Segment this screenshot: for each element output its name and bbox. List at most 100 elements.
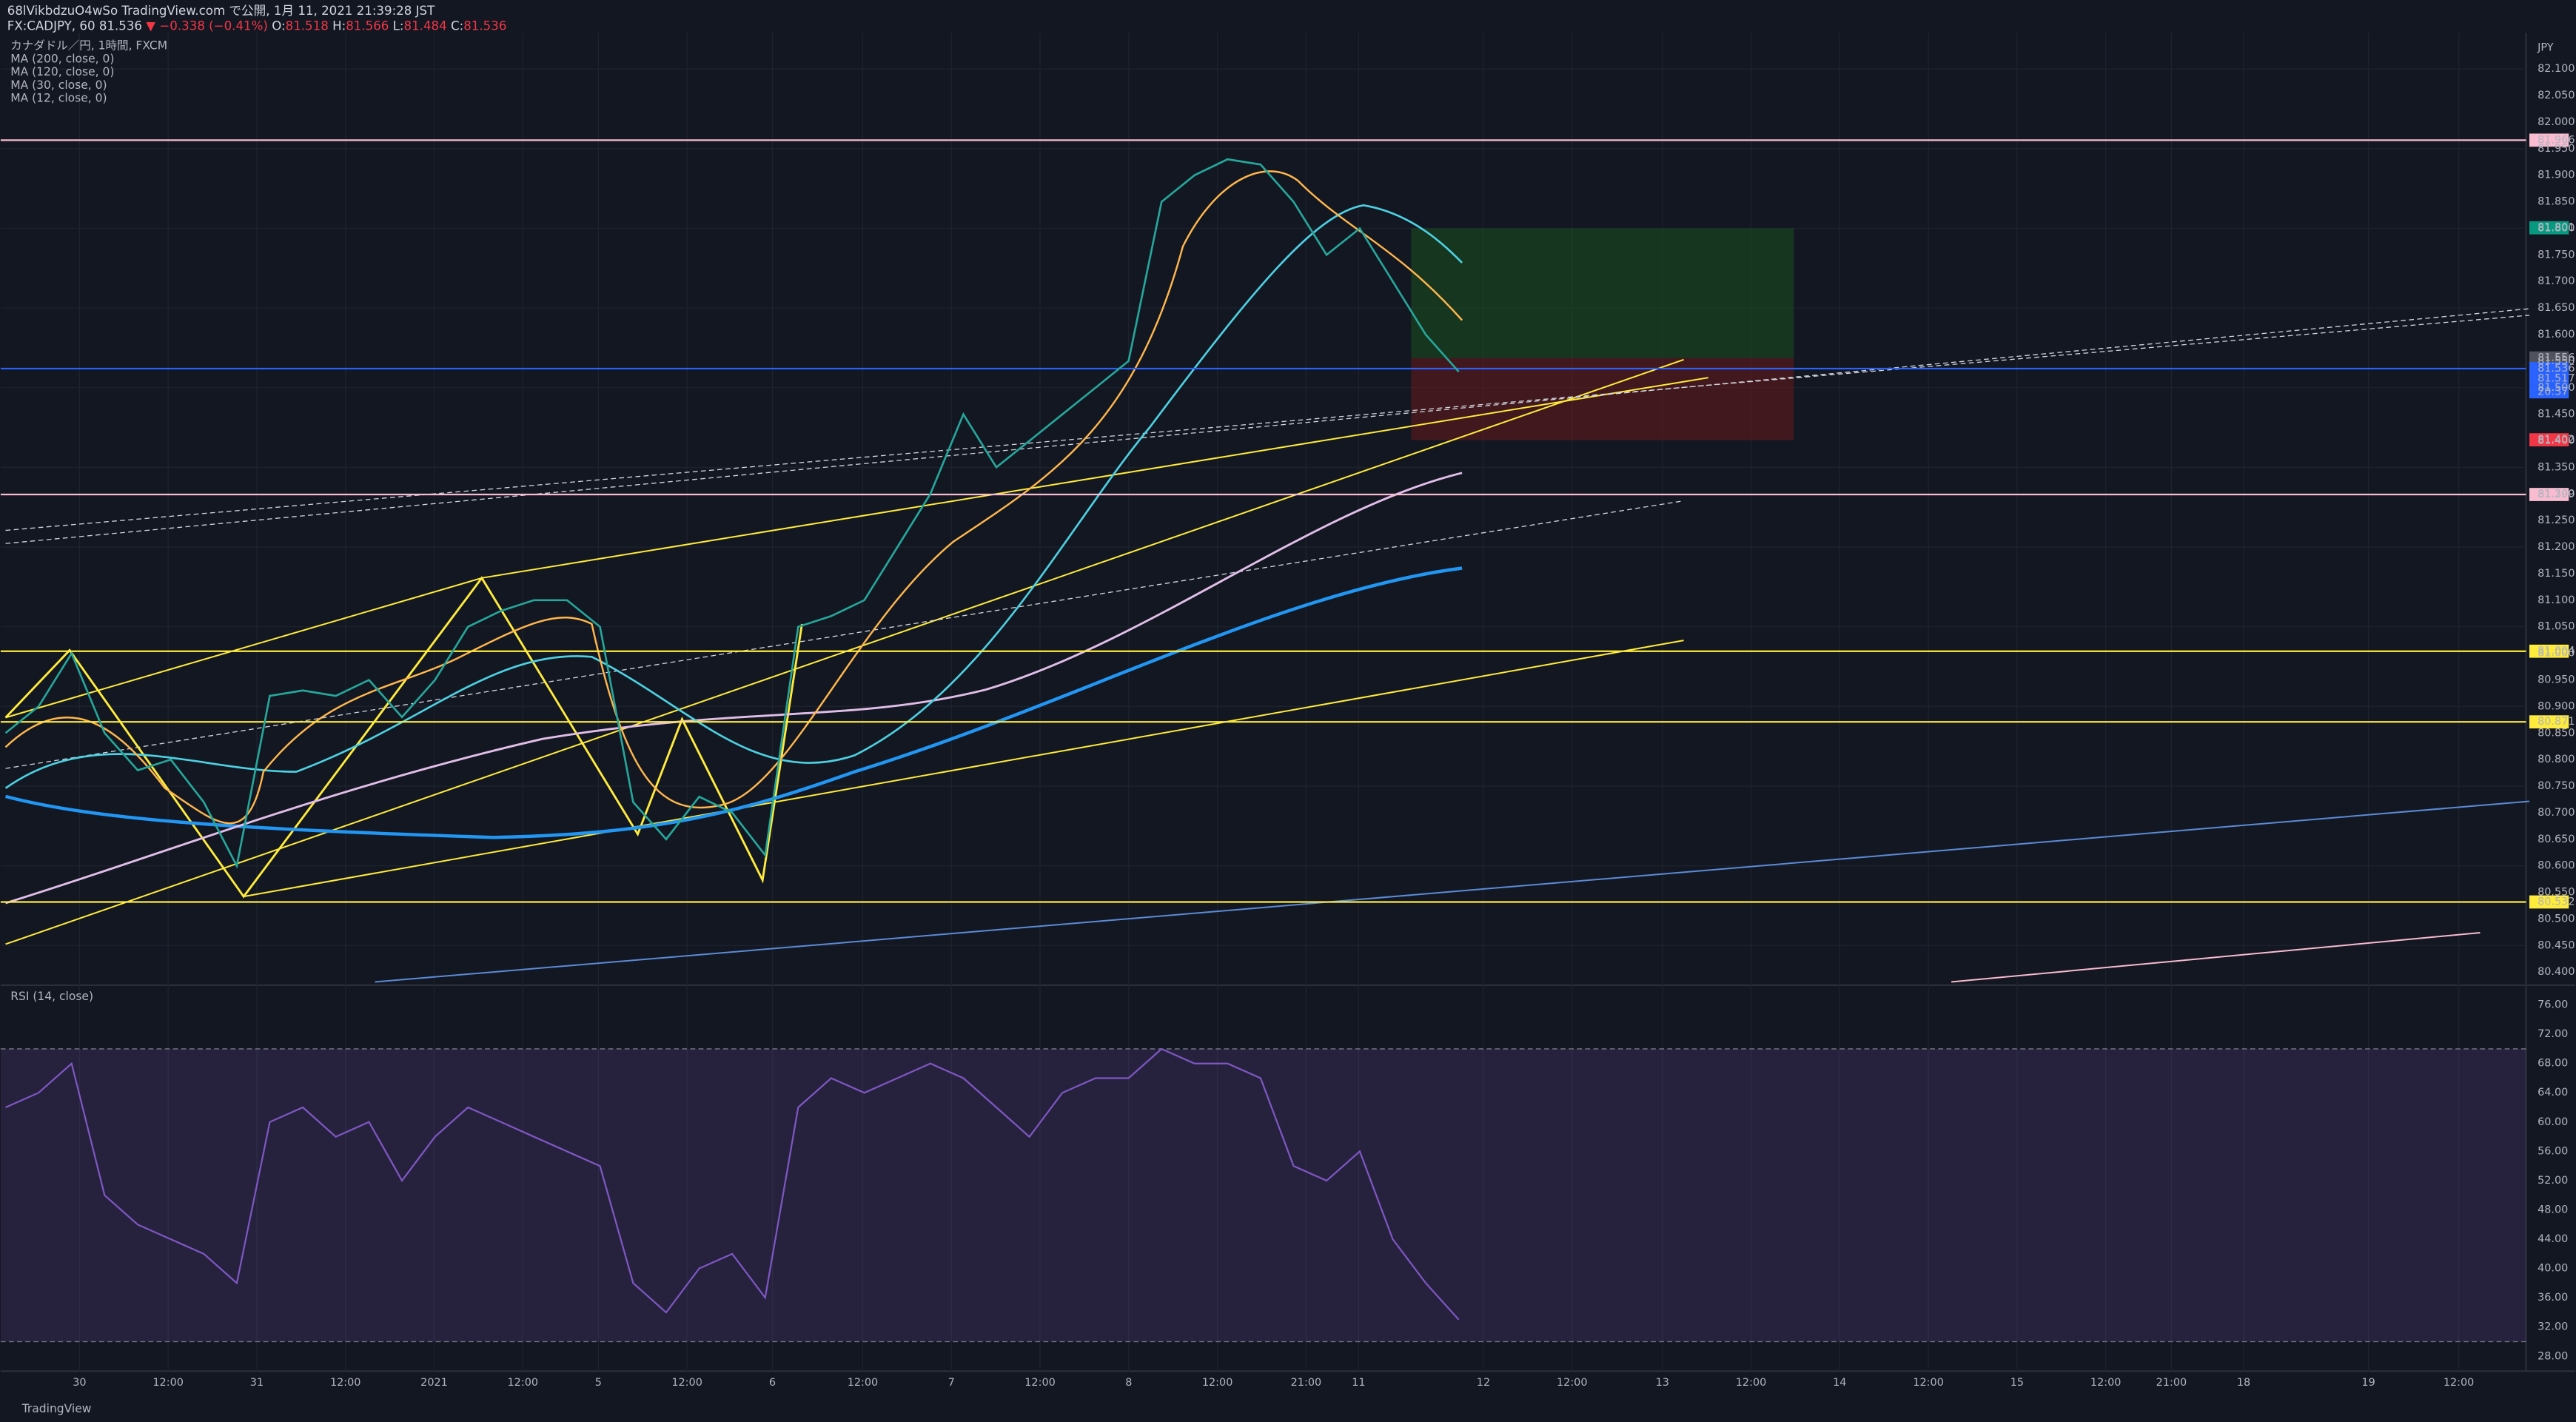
y-tick-label: 80.450 — [2538, 939, 2575, 951]
trend-line — [375, 800, 2530, 983]
ma-120 — [5, 472, 1463, 905]
y-tick-label: 80.650 — [2538, 834, 2575, 845]
price-tag-label: 81.966 — [2538, 134, 2575, 146]
x-tick-label: 8 — [1125, 1377, 1132, 1389]
price-tag-label: 81.299 — [2538, 489, 2575, 500]
price-tag — [2529, 372, 2569, 386]
y-tick-label: 81.400 — [2538, 435, 2575, 447]
y-tick-label: 80.500 — [2538, 913, 2575, 925]
x-tick-label: 12:00 — [2443, 1377, 2475, 1389]
price-tag-label: 81.004 — [2538, 645, 2575, 657]
brand[interactable]: TradingView — [21, 1402, 92, 1415]
x-tick-label: 12:00 — [2090, 1377, 2121, 1389]
y-tick-label: 81.050 — [2538, 621, 2575, 633]
price-tag — [2529, 895, 2569, 909]
countdown: 20:37 — [2538, 386, 2569, 398]
x-tick-label: 31 — [250, 1377, 264, 1389]
x-tick-label: 12:00 — [330, 1377, 361, 1389]
y-tick-label: 80.950 — [2538, 674, 2575, 685]
price-tag — [2529, 715, 2569, 729]
ohlc-o-key: O: — [272, 19, 285, 33]
last-price: 81.536 — [99, 19, 142, 33]
price-line — [4, 158, 1460, 869]
y-tick-label: 80.550 — [2538, 887, 2575, 899]
y-tick-label: 80.800 — [2538, 754, 2575, 765]
ohlc-l-key: L: — [393, 19, 404, 33]
ohlc-c-key: C: — [451, 19, 463, 33]
ohlc-h-key: H: — [332, 19, 346, 33]
y-tick-label: 82.100 — [2538, 63, 2575, 75]
dashed-channel — [5, 500, 1684, 769]
ohlc-o: 81.518 — [286, 19, 329, 33]
ohlc-l: 81.484 — [404, 19, 447, 33]
price-tag-label: 81.402 — [2538, 434, 2575, 446]
x-tick-label: 18 — [2237, 1377, 2250, 1389]
trend-line — [244, 640, 1684, 898]
countdown-tag — [2529, 385, 2569, 399]
y-tick-label: 81.100 — [2538, 594, 2575, 606]
labels: 68lVikbdzuO4wSo TradingView.com で公開, 1月 … — [7, 4, 2575, 1415]
price-marks — [0, 133, 2569, 1343]
price-tag-label: 80.871 — [2538, 716, 2575, 728]
price-tag — [2529, 488, 2569, 501]
y-tick-label: 81.350 — [2538, 461, 2575, 473]
price-tag-label: 81.556 — [2538, 352, 2575, 364]
rsi-band — [0, 1048, 2526, 1342]
price-tag-label: 81.801 — [2538, 222, 2575, 234]
zigzag-pattern — [4, 576, 803, 899]
x-tick-label: 12:00 — [1024, 1377, 1056, 1389]
y-tick-label: 80.600 — [2538, 860, 2575, 872]
y-tick-label: 81.250 — [2538, 514, 2575, 526]
y-tick-label: 81.150 — [2538, 568, 2575, 580]
x-tick-label: 7 — [948, 1377, 955, 1389]
price-tag-label: 81.517 — [2538, 373, 2575, 385]
x-tick-label: 13 — [1656, 1377, 1669, 1389]
x-tick-label: 12:00 — [1913, 1377, 1944, 1389]
x-tick-label: 12:00 — [848, 1377, 879, 1389]
x-tick-label: 19 — [2361, 1377, 2375, 1389]
legend-ma: MA (30, close, 0) — [10, 78, 107, 92]
rsi-tick-label: 28.00 — [2538, 1350, 2568, 1362]
x-tick-label: 12:00 — [1202, 1377, 1233, 1389]
y-tick-label: 82.050 — [2538, 90, 2575, 101]
x-tick-label: 11 — [1352, 1377, 1365, 1389]
y-tick-label: 81.000 — [2538, 648, 2575, 660]
y-tick-label: 81.950 — [2538, 143, 2575, 155]
profit-zone — [1411, 228, 1794, 358]
symbol-line: FX:CADJPY, 60 81.536 ▼ −0.338 (−0.41%) O… — [7, 19, 507, 33]
rsi-tick-label: 68.00 — [2538, 1058, 2568, 1070]
x-tick-label: 12 — [1477, 1377, 1490, 1389]
rsi-title: RSI (14, close) — [10, 990, 93, 1003]
rsi-tick-label: 40.00 — [2538, 1263, 2568, 1275]
x-tick-label: 12:00 — [671, 1377, 702, 1389]
y-tick-label: 81.850 — [2538, 196, 2575, 208]
ohlc-c: 81.536 — [463, 19, 506, 33]
x-tick-label: 21:00 — [1291, 1377, 1322, 1389]
price-tag-label: 80.532 — [2538, 896, 2575, 908]
y-tick-label: 80.700 — [2538, 807, 2575, 819]
price-tag — [2529, 433, 2569, 446]
x-tick-label: 6 — [769, 1377, 776, 1389]
y-tick-label: 80.750 — [2538, 780, 2575, 792]
axis-unit: JPY — [2537, 41, 2554, 53]
rsi-tick-label: 64.00 — [2538, 1087, 2568, 1099]
publish-info: 68lVikbdzuO4wSo TradingView.com で公開, 1月 … — [7, 4, 435, 18]
rsi-tick-label: 60.00 — [2538, 1116, 2568, 1128]
ohlc-h: 81.566 — [346, 19, 389, 33]
y-tick-label: 81.300 — [2538, 488, 2575, 500]
x-tick-label: 2021 — [420, 1377, 448, 1389]
rsi-tick-label: 48.00 — [2538, 1204, 2568, 1215]
rsi-pane — [0, 990, 2526, 1372]
grid — [0, 33, 2526, 1372]
rsi-line — [5, 1047, 1460, 1321]
x-tick-label: 14 — [1833, 1377, 1846, 1389]
change: ▼ −0.338 (−0.41%) — [146, 19, 268, 33]
y-tick-label: 80.900 — [2538, 700, 2575, 712]
price-tag — [2529, 221, 2569, 235]
y-tick-label: 81.900 — [2538, 170, 2575, 181]
loss-zone — [1411, 358, 1794, 440]
symbol: FX:CADJPY, 60 — [7, 19, 95, 33]
y-tick-label: 81.650 — [2538, 302, 2575, 314]
